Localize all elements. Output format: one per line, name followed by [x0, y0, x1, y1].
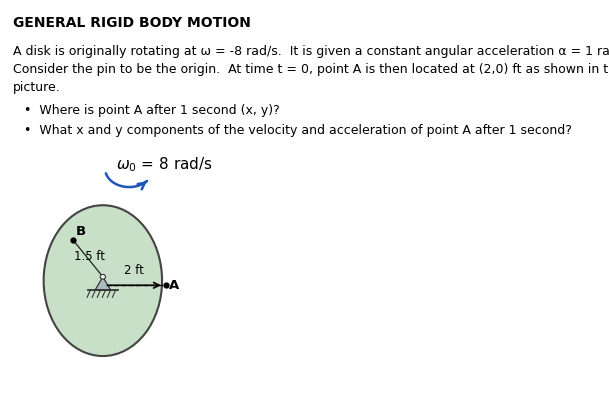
Text: A disk is originally rotating at ω = -8 rad/s.  It is given a constant angular a: A disk is originally rotating at ω = -8 … — [13, 45, 609, 58]
Text: GENERAL RIGID BODY MOTION: GENERAL RIGID BODY MOTION — [13, 16, 251, 30]
Text: •  What x and y components of the velocity and acceleration of point A after 1 s: • What x and y components of the velocit… — [24, 124, 572, 137]
Polygon shape — [95, 277, 111, 290]
Text: A: A — [169, 279, 179, 292]
Text: picture.: picture. — [13, 81, 61, 94]
Text: $\omega_0$ = 8 rad/s: $\omega_0$ = 8 rad/s — [116, 155, 213, 174]
Text: Consider the pin to be the origin.  At time t = 0, point A is then located at (2: Consider the pin to be the origin. At ti… — [13, 63, 609, 76]
Circle shape — [100, 275, 105, 279]
Text: •  Where is point A after 1 second (x, y)?: • Where is point A after 1 second (x, y)… — [24, 104, 280, 117]
Text: 1.5 ft: 1.5 ft — [74, 250, 105, 263]
Text: 2 ft: 2 ft — [124, 264, 144, 277]
Ellipse shape — [44, 205, 162, 356]
Text: B: B — [76, 225, 86, 238]
